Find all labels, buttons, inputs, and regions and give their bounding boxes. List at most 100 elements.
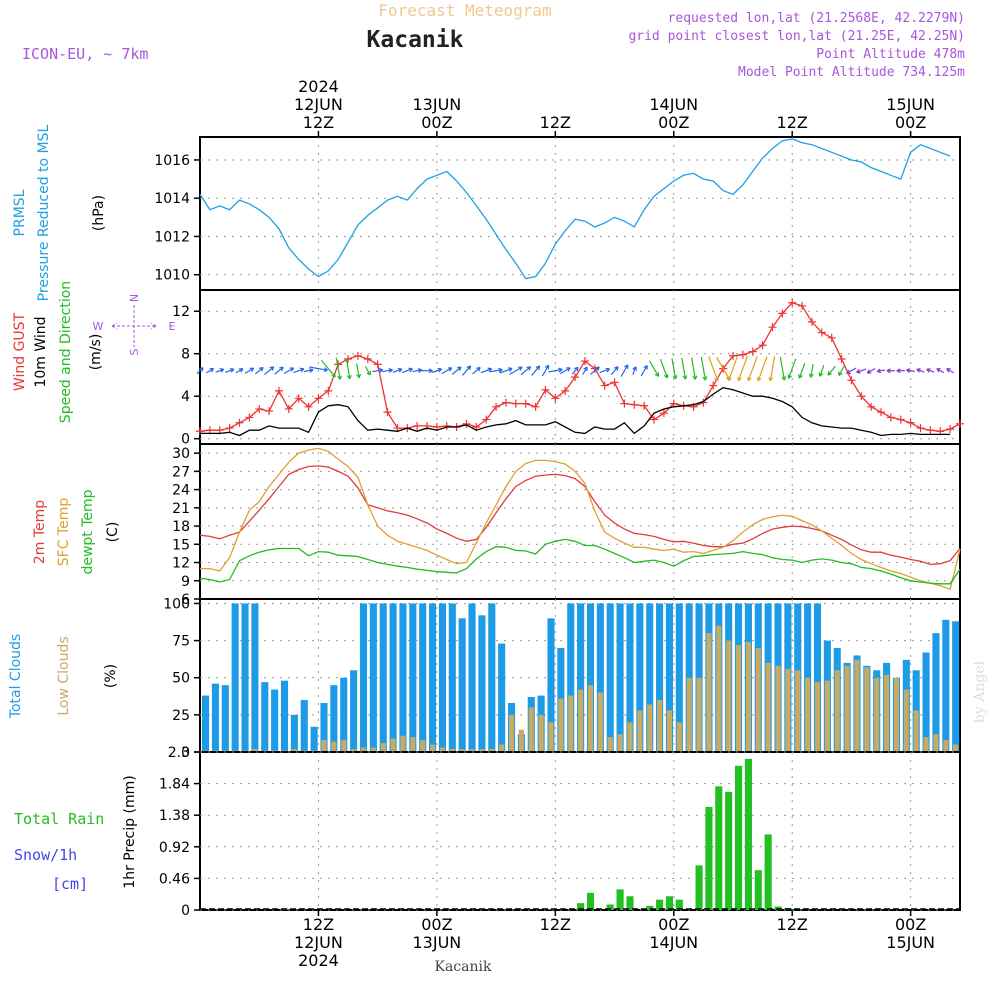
- gust-marker: [442, 421, 451, 430]
- low-cloud-bar: [874, 677, 880, 752]
- wind-unit: (m/s): [88, 334, 104, 371]
- precip-y-tick-label: 0.46: [159, 871, 190, 887]
- wind-arrow: [610, 366, 619, 376]
- low-cloud-bar: [726, 640, 732, 752]
- low-cloud-bar: [508, 714, 515, 752]
- temperature-y-tick-label: 27: [172, 464, 190, 480]
- rain-bar: [705, 806, 713, 910]
- gust-marker: [353, 351, 362, 360]
- rain-bar: [606, 904, 614, 910]
- wind-arrow: [382, 369, 393, 373]
- gust-marker: [363, 355, 372, 364]
- app-title: Forecast Meteogram: [378, 1, 551, 20]
- low-cloud-bar: [785, 668, 791, 752]
- wind-arrow-head: [643, 365, 648, 370]
- temperature-y-tick-label: 18: [172, 519, 190, 535]
- panels: 1010 1012 1014 1016 PRMSL Pressure Reduced to…: [8, 124, 964, 919]
- wind-arrow-head: [624, 364, 629, 369]
- wind-arrow-head: [487, 367, 493, 373]
- wind-arrow-head: [229, 367, 235, 373]
- temp-series-1: [200, 447, 961, 591]
- wind-arrow-head: [798, 374, 803, 379]
- total-cloud-bar: [399, 603, 407, 752]
- gust-marker: [274, 386, 283, 395]
- wind-arrow-head: [198, 367, 204, 372]
- gust-label: Wind GUST: [12, 312, 28, 391]
- wind-arrow: [255, 367, 264, 375]
- compass-s: S: [128, 348, 141, 355]
- low-cloud-bar: [943, 740, 949, 752]
- panel-temperature: 6 9 12 15 18 21 24 27 30 2m Temp SFC Temp dewpt Tem…: [32, 443, 961, 608]
- wind-arrow-head: [476, 366, 481, 372]
- total-cloud-bar: [241, 603, 249, 752]
- wind-arrow-head: [906, 368, 911, 373]
- total-cloud-bar: [389, 603, 397, 752]
- gust-marker: [304, 402, 313, 411]
- wind-arrow: [489, 369, 503, 373]
- wind-arrow-head: [787, 374, 793, 379]
- sfc-temp-label: SFC Temp: [56, 498, 72, 567]
- gust-marker: [373, 360, 382, 369]
- wind-arrow: [509, 366, 523, 375]
- gust-marker: [738, 350, 747, 359]
- bottom-time-label: 12Z: [777, 915, 808, 934]
- wind-arrow: [571, 366, 579, 375]
- low-cloud-bar: [735, 645, 742, 752]
- wind-arrow: [906, 369, 915, 373]
- rain-bar: [764, 834, 772, 910]
- rain-bar: [725, 791, 733, 910]
- wind-arrow-head: [672, 374, 678, 380]
- low-cloud-label: Low Clouds: [56, 636, 72, 715]
- gust-marker: [383, 408, 392, 417]
- gust-marker: [571, 373, 580, 382]
- low-cloud-bar: [666, 710, 673, 752]
- low-cloud-bar: [341, 740, 347, 752]
- wind-arrow: [372, 369, 383, 373]
- gust-marker: [462, 419, 471, 428]
- wind-arrow-head: [466, 365, 472, 370]
- gust-marker: [748, 347, 757, 356]
- wind-arrow: [819, 364, 825, 377]
- wind-arrow: [541, 365, 550, 377]
- wind-arrow-head: [595, 366, 600, 371]
- watermark: by Angel: [972, 660, 988, 723]
- gust-marker: [847, 376, 856, 385]
- low-cloud-bar: [854, 659, 860, 752]
- wind-compass: N W E S: [93, 294, 176, 356]
- wind-arrow: [356, 363, 360, 378]
- low-cloud-bar: [647, 704, 653, 752]
- wind-arrow-head: [808, 373, 814, 378]
- gust-line: [199, 301, 961, 432]
- wind-arrow: [659, 358, 668, 379]
- pressure-y-tick-label: 1014: [154, 191, 190, 207]
- precip-y-tick-label: 0.92: [159, 840, 190, 856]
- total-cloud-bar: [646, 603, 654, 752]
- wind-arrow: [196, 367, 204, 375]
- wind-arrow-head: [827, 371, 832, 376]
- total-cloud-bar: [330, 685, 338, 752]
- rain-bar: [586, 892, 595, 910]
- gust-marker: [778, 309, 787, 318]
- total-cloud-bar: [429, 603, 437, 752]
- low-cloud-bar: [706, 633, 712, 752]
- wind-arrow: [215, 368, 224, 373]
- wind-arrow-head: [299, 367, 305, 373]
- top-time-label: 2024: [298, 77, 339, 96]
- gust-marker: [798, 301, 807, 310]
- total-cloud-bar: [340, 677, 348, 752]
- wind-arrow: [599, 368, 610, 374]
- total-cloud-bar: [458, 618, 466, 752]
- gust-marker: [896, 415, 905, 424]
- gust-marker: [521, 399, 530, 408]
- wind-arrow: [649, 360, 660, 377]
- gust-marker: [324, 386, 333, 395]
- gust-marker: [541, 385, 550, 394]
- gust-marker: [867, 402, 876, 411]
- rain-bar: [675, 899, 683, 910]
- temp-label: 2m Temp: [32, 500, 48, 564]
- low-cloud-bar: [479, 749, 485, 752]
- wind-arrow: [757, 356, 768, 382]
- temperature-frame: [199, 443, 961, 600]
